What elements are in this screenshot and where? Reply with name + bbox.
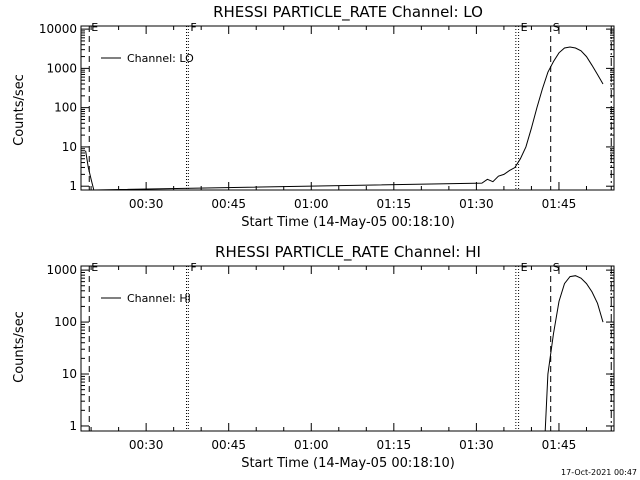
y-tick-label: 1000	[46, 263, 77, 277]
event-marker-label: F	[190, 261, 196, 274]
y-tick-label: 10000	[39, 22, 77, 36]
y-tick-label: 10	[62, 140, 77, 154]
panel-hi: RHESSI PARTICLE_RATE Channel: HI Counts/…	[12, 243, 615, 471]
event-marker-label: S	[553, 21, 560, 34]
y-tick-label: 1000	[46, 61, 77, 75]
event-marker-label: S	[553, 261, 560, 274]
x-tick-label: 01:00	[294, 197, 329, 211]
legend-entry: Channel: LO	[127, 52, 194, 65]
x-tick-label: 01:15	[377, 197, 412, 211]
legend: Channel: LO	[101, 52, 194, 65]
y-tick-label: 10	[62, 367, 77, 381]
plot-frame	[80, 25, 615, 191]
y-tick-label: 1	[69, 419, 77, 433]
y-tick-label: 1	[69, 179, 77, 193]
x-tick-label: 01:45	[542, 197, 577, 211]
legend: Channel: HI	[101, 292, 191, 305]
x-tick-label: 00:45	[211, 197, 246, 211]
legend-entry: Channel: HI	[127, 292, 191, 305]
event-marker-label: E	[91, 261, 98, 274]
y-tick-label: 100	[54, 101, 77, 115]
event-marker-label: F	[190, 21, 196, 34]
y-axis-label: Counts/sec	[12, 311, 27, 383]
x-tick-label: 01:30	[459, 438, 494, 452]
y-axis-label: Counts/sec	[12, 74, 27, 146]
x-axis-label: Start Time (14-May-05 00:18:10)	[241, 456, 455, 471]
panel-lo: RHESSI PARTICLE_RATE Channel: LO Counts/…	[12, 3, 615, 230]
series-line	[544, 275, 604, 432]
x-tick-label: 00:30	[129, 438, 164, 452]
x-tick-label: 01:30	[459, 197, 494, 211]
footer-timestamp: 17-Oct-2021 00:47	[561, 468, 637, 477]
chart-title: RHESSI PARTICLE_RATE Channel: HI	[215, 243, 481, 262]
event-marker-label: E	[91, 21, 98, 34]
plot-frame	[80, 265, 615, 432]
series-line	[85, 46, 604, 191]
x-tick-label: 01:45	[542, 438, 577, 452]
y-tick-label: 100	[54, 315, 77, 329]
event-marker-label: E	[521, 261, 528, 274]
x-tick-label: 00:45	[211, 438, 246, 452]
x-tick-label: 00:30	[129, 197, 164, 211]
x-axis-label: Start Time (14-May-05 00:18:10)	[241, 215, 455, 230]
event-marker-label: E	[521, 21, 528, 34]
chart-title: RHESSI PARTICLE_RATE Channel: LO	[213, 3, 483, 22]
x-tick-label: 01:15	[377, 438, 412, 452]
x-tick-label: 01:00	[294, 438, 329, 452]
